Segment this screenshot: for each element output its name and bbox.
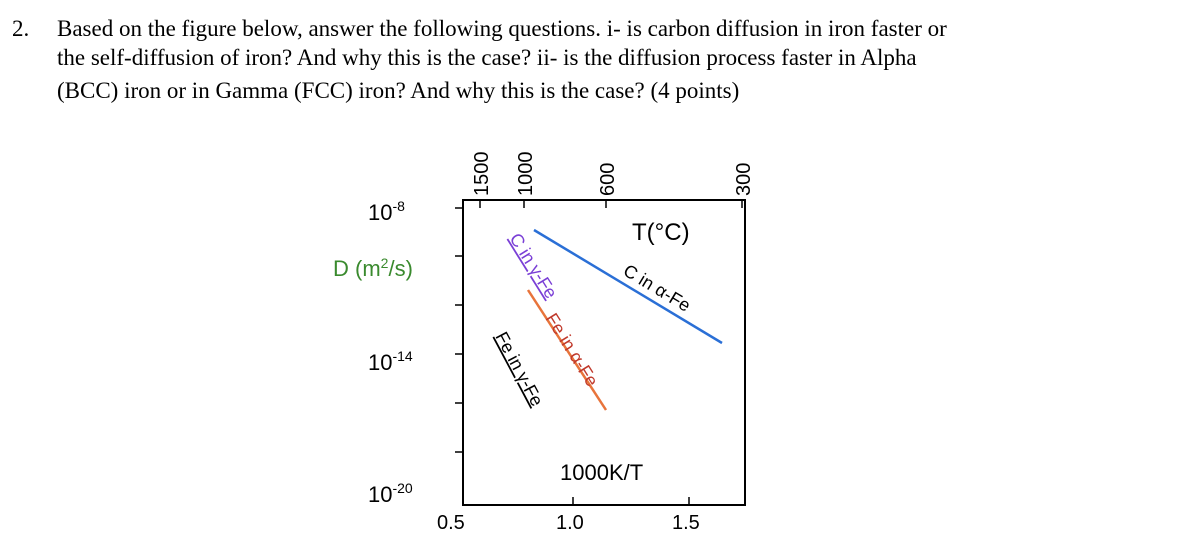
top-label: 1500 xyxy=(471,152,493,197)
top-label: 300 xyxy=(733,163,755,196)
left-label: 10-8 xyxy=(368,198,405,225)
question-line: Based on the figure below, answer the fo… xyxy=(57,16,947,41)
curve-c-alpha xyxy=(533,228,723,345)
question-line: (BCC) iron or in Gamma (FCC) iron? And w… xyxy=(57,78,740,103)
left-label: 10-20 xyxy=(368,480,413,507)
bottom-label: 1.0 xyxy=(556,512,584,534)
bottom-label: 0.5 xyxy=(437,512,465,534)
top-axis-label: T(°C) xyxy=(632,219,690,246)
question-number: 2. xyxy=(12,16,30,41)
top-label: 600 xyxy=(597,163,619,196)
question-line: the self-diffusion of iron? And why this… xyxy=(57,45,917,70)
bottom-label: 1.5 xyxy=(672,512,700,534)
bottom-axis-label: 1000K/T xyxy=(560,460,643,485)
top-label: 1000 xyxy=(515,152,537,197)
left-axis-label: D (m2/s) xyxy=(333,255,413,281)
plot-frame xyxy=(462,199,746,506)
curve-fe-alpha xyxy=(526,289,608,411)
left-label: 10-14 xyxy=(368,348,413,375)
curve-label: Fe in γ-Fe xyxy=(491,328,547,409)
ticks xyxy=(455,200,743,505)
curve-label: Fe in α-Fe xyxy=(542,310,603,391)
